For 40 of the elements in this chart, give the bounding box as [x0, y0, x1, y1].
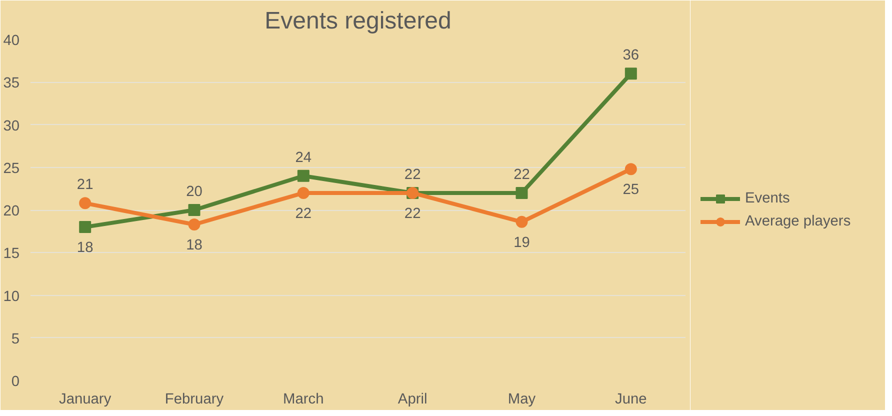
- y-tick-label: 25: [3, 160, 20, 177]
- y-tick-label: 30: [3, 118, 20, 134]
- point: [624, 163, 637, 176]
- chart-title: Events registered: [264, 8, 452, 34]
- data-label: 18: [76, 240, 94, 256]
- data-label: 20: [186, 184, 202, 200]
- x-tick-label: June: [615, 392, 647, 408]
- point: [188, 218, 200, 230]
- point: [297, 170, 310, 182]
- point: [79, 221, 92, 234]
- y-tick-label: 0: [11, 374, 20, 390]
- point: [297, 186, 310, 199]
- y-tick-label: 20: [3, 204, 20, 220]
- data-label: 18: [186, 237, 202, 254]
- point: [79, 197, 92, 210]
- data-label: 22: [295, 206, 312, 222]
- x-tick-label: May: [508, 392, 536, 408]
- legend-label: Events: [745, 190, 790, 206]
- y-tick-label: 40: [3, 33, 20, 49]
- data-label: 19: [514, 234, 530, 251]
- y-tick-label: 5: [11, 331, 20, 348]
- y-tick-label: 15: [3, 246, 20, 262]
- data-label: 22: [404, 206, 421, 222]
- data-label: 24: [295, 150, 312, 166]
- data-label: 21: [76, 177, 94, 194]
- point: [624, 68, 637, 80]
- x-tick-label: January: [59, 392, 112, 408]
- point: [188, 204, 200, 216]
- x-tick-label: March: [283, 392, 324, 408]
- data-label: 22: [404, 166, 421, 183]
- point: [516, 186, 528, 199]
- data-label: 36: [622, 48, 640, 64]
- legend-label: Average players: [745, 213, 851, 229]
- x-tick-label: February: [164, 392, 224, 408]
- x-tick-label: April: [398, 392, 428, 408]
- y-tick-label: 10: [3, 288, 20, 305]
- point: [516, 216, 528, 228]
- y-tick-label: 35: [3, 76, 20, 92]
- data-label: 25: [622, 182, 640, 198]
- data-label: 22: [514, 166, 530, 183]
